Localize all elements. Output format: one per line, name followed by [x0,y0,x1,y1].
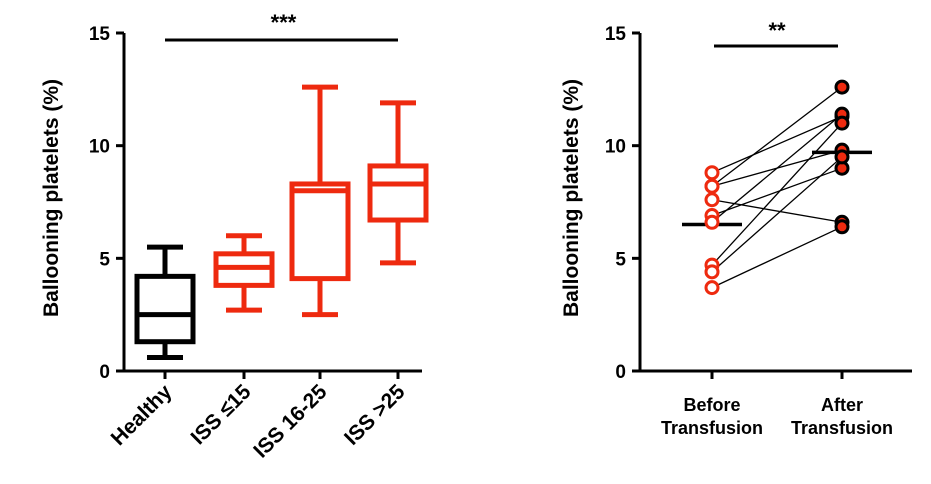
after-point [834,219,850,235]
box-3 [289,84,351,318]
left-y-tick-label: 15 [89,24,111,45]
right-y-tick-label: 10 [605,137,626,158]
right-y-tick-label: 15 [605,24,627,45]
pair-line [711,156,843,273]
right-y-axis-label: Ballooning platelets (%) [560,79,583,317]
significance-label: ** [768,18,786,43]
left-y-tick-label: 0 [99,362,110,383]
box-1 [134,244,196,360]
right-y-tick-label: 0 [615,362,626,383]
after-point [834,115,850,131]
box-body [367,163,429,223]
pair-line [711,226,843,289]
box-body [134,273,196,345]
left-x-category-label: ISS ≤15 [187,380,256,449]
before-point [704,264,720,280]
before-point [704,214,720,230]
before-point [704,192,720,208]
before-point [704,178,720,194]
after-point [834,149,850,165]
left-y-tick-label: 5 [99,249,110,270]
box-body [289,181,351,282]
paired-plot-panel: Ballooning platelets (%) 0 5 10 15 Before Tra… [560,18,912,438]
right-points: ** [682,18,872,296]
left-x-category-label: ISS 16-25 [249,380,332,463]
left-y-axis-label: Ballooning platelets (%) [40,79,63,317]
pair-line [711,199,843,223]
right-x-category-label: After [821,395,863,415]
right-x-category-label: Transfusion [661,418,763,438]
right-axes: 0 5 10 15 Before Transfusion After Transfusion [605,24,912,438]
pair-line [711,115,843,174]
box-2 [213,233,275,313]
left-x-category-label: Healthy [107,380,177,450]
left-x-category-label: ISS >25 [340,380,410,450]
left-y-tick-label: 10 [89,137,110,158]
before-point [704,165,720,181]
after-point [834,79,850,95]
left-boxes: *** [134,10,429,360]
right-y-tick-label: 5 [615,249,626,270]
pair-line [711,167,843,217]
right-x-category-label: Transfusion [791,418,893,438]
box-4 [367,100,429,266]
significance-label: *** [271,10,297,35]
pair-line [711,122,843,266]
pair-line [711,86,843,187]
before-point [704,280,720,296]
right-x-category-label: Before [683,395,740,415]
pair-line [711,113,843,223]
